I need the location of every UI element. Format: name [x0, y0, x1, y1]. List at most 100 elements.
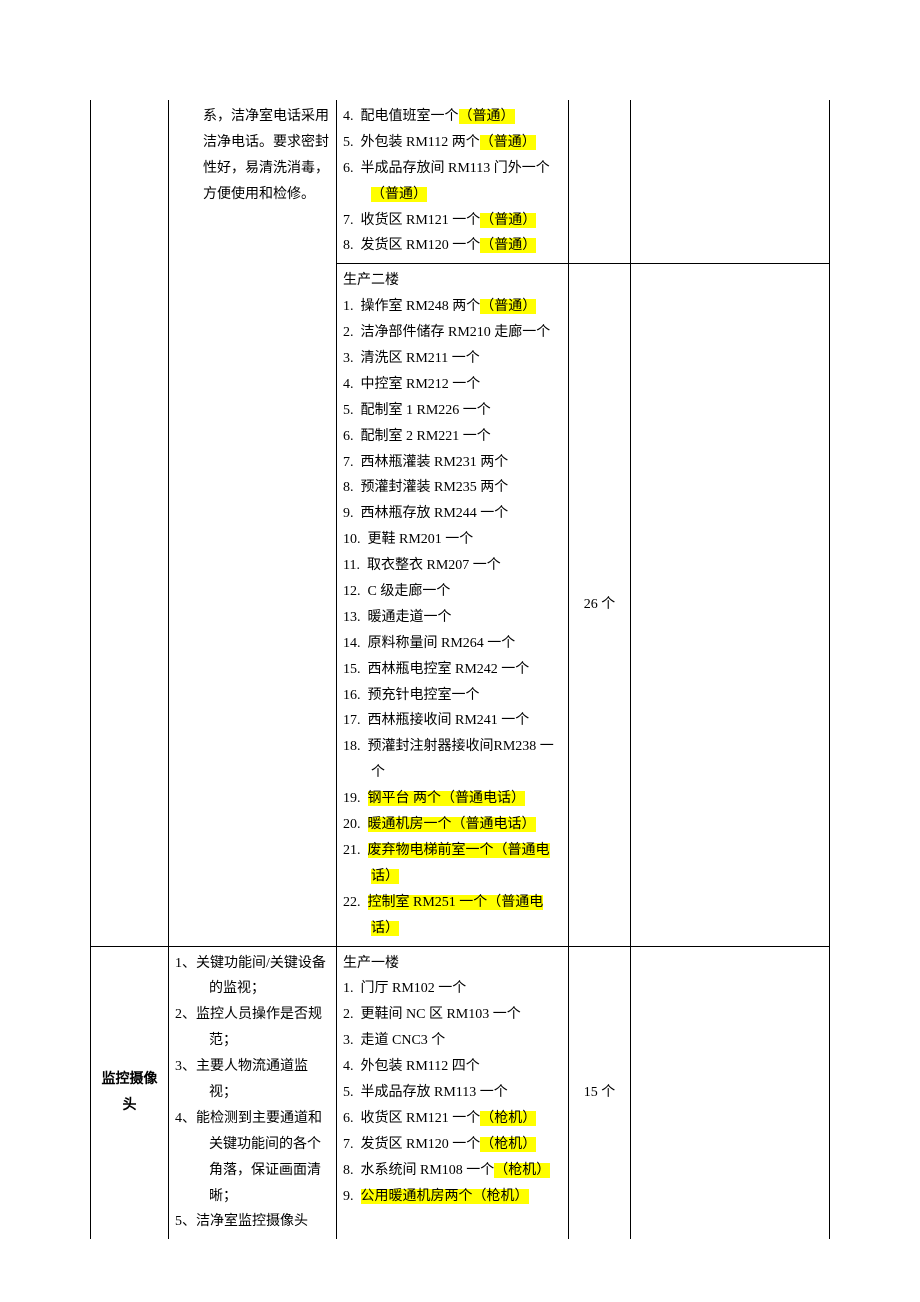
list-item: 2、监控人员操作是否规范； [175, 1002, 330, 1054]
list-item: 5. 半成品存放 RM113 一个 [343, 1080, 562, 1106]
item-text: 西林瓶存放 RM244 一个 [361, 506, 509, 521]
item-text: 清洗区 RM211 一个 [361, 351, 480, 366]
list-item: 6. 配制室 2 RM221 一个 [343, 424, 562, 450]
item-num: 19. [343, 791, 361, 806]
item-suffix-highlight: （普通） [371, 187, 427, 202]
item-num: 8. [343, 480, 354, 495]
item-num: 21. [343, 843, 361, 858]
cell-list: 4. 配电值班室一个（普通）5. 外包装 RM112 两个（普通）6. 半成品存… [337, 100, 569, 264]
list-item: 18. 预灌封注射器接收间RM238 一个 [343, 734, 562, 786]
item-text: 更鞋 RM201 一个 [368, 532, 474, 547]
list-item: 2. 洁净部件储存 RM210 走廊一个 [343, 320, 562, 346]
item-text: 更鞋间 NC 区 RM103 一个 [361, 1007, 521, 1022]
cell-category [91, 100, 169, 946]
cell-category: 监控摄像头 [91, 946, 169, 1239]
item-num: 9. [343, 506, 354, 521]
item-text: 外包装 RM112 四个 [361, 1059, 480, 1074]
item-text: 外包装 RM112 两个 [361, 135, 480, 150]
item-text: 西林瓶电控室 RM242 一个 [368, 662, 530, 677]
item-num: 1、 [175, 956, 196, 971]
item-num: 4、 [175, 1111, 196, 1126]
item-num: 10. [343, 532, 361, 547]
item-suffix-highlight: （枪机） [480, 1137, 536, 1152]
item-suffix-highlight: （枪机） [494, 1163, 550, 1178]
item-text-highlight: 控制室 RM251 一个（普通电话） [368, 895, 544, 936]
item-text: 半成品存放间 RM113 门外一个 [361, 161, 550, 176]
cell-desc: 系，洁净室电话采用洁净电话。要求密封性好，易清洗消毒，方便使用和检修。 [169, 100, 337, 946]
list-item: 1. 操作室 RM248 两个（普通） [343, 294, 562, 320]
item-num: 14. [343, 636, 361, 651]
list-item: 20. 暖通机房一个（普通电话） [343, 812, 562, 838]
list-item: 4、能检测到主要通道和关键功能间的各个角落，保证画面清晰； [175, 1106, 330, 1210]
item-text: 走道 CNC3 个 [361, 1033, 446, 1048]
spec-table: 系，洁净室电话采用洁净电话。要求密封性好，易清洗消毒，方便使用和检修。 4. 配… [90, 100, 830, 1239]
list-item: 16. 预充针电控室一个 [343, 683, 562, 709]
list-item: 22. 控制室 RM251 一个（普通电话） [343, 890, 562, 942]
item-text: 配制室 2 RM221 一个 [361, 429, 491, 444]
item-text: C 级走廊一个 [368, 584, 451, 599]
item-text: 暖通走道一个 [368, 610, 452, 625]
item-suffix-highlight: （普通） [480, 135, 536, 150]
list-item: 7. 西林瓶灌装 RM231 两个 [343, 450, 562, 476]
list-item: 3. 走道 CNC3 个 [343, 1028, 562, 1054]
item-num: 3. [343, 351, 354, 366]
item-suffix-highlight: （普通） [480, 213, 536, 228]
item-text: 西林瓶接收间 RM241 一个 [368, 713, 530, 728]
item-num: 6. [343, 1111, 354, 1126]
item-text: 监控人员操作是否规范； [196, 1007, 322, 1048]
item-num: 11. [343, 558, 360, 573]
list-item: 8. 水系统间 RM108 一个（枪机） [343, 1158, 562, 1184]
item-text: 能检测到主要通道和关键功能间的各个角落，保证画面清晰； [196, 1111, 322, 1204]
item-suffix-highlight: （普通） [480, 299, 536, 314]
list-header: 生产一楼 [343, 956, 399, 971]
item-text: 半成品存放 RM113 一个 [361, 1085, 508, 1100]
list-item: 21. 废弃物电梯前室一个（普通电话） [343, 838, 562, 890]
item-text: 发货区 RM120 一个 [361, 238, 481, 253]
item-num: 2、 [175, 1007, 196, 1022]
cell-note [631, 100, 830, 264]
item-num: 18. [343, 739, 361, 754]
item-text: 主要人物流通道监视； [196, 1059, 308, 1100]
item-num: 2. [343, 325, 354, 340]
list-item: 9. 西林瓶存放 RM244 一个 [343, 501, 562, 527]
item-text: 收货区 RM121 一个 [361, 213, 481, 228]
list-item: 3. 清洗区 RM211 一个 [343, 346, 562, 372]
item-text: 西林瓶灌装 RM231 两个 [361, 455, 509, 470]
item-text: 操作室 RM248 两个 [361, 299, 481, 314]
list-item: 11. 取衣整衣 RM207 一个 [343, 553, 562, 579]
item-num: 5. [343, 135, 354, 150]
item-text: 预充针电控室一个 [368, 688, 480, 703]
list-item: 15. 西林瓶电控室 RM242 一个 [343, 657, 562, 683]
item-text: 洁净室监控摄像头 [196, 1214, 308, 1229]
list-item: 6. 收货区 RM121 一个（枪机） [343, 1106, 562, 1132]
list-item: 14. 原料称量间 RM264 一个 [343, 631, 562, 657]
list-item: 17. 西林瓶接收间 RM241 一个 [343, 708, 562, 734]
item-num: 5. [343, 403, 354, 418]
cell-note [631, 264, 830, 946]
item-text: 配制室 1 RM226 一个 [361, 403, 491, 418]
list-item: 4. 外包装 RM112 四个 [343, 1054, 562, 1080]
cell-note [631, 946, 830, 1239]
item-suffix-highlight: （普通） [480, 238, 536, 253]
item-num: 9. [343, 1189, 354, 1204]
list-item: 9. 公用暖通机房两个（枪机） [343, 1184, 562, 1210]
list-item: 4. 中控室 RM212 一个 [343, 372, 562, 398]
item-text: 中控室 RM212 一个 [361, 377, 481, 392]
item-text-highlight: 废弃物电梯前室一个（普通电话） [368, 843, 550, 884]
item-num: 22. [343, 895, 361, 910]
list-item: 8. 预灌封灌装 RM235 两个 [343, 475, 562, 501]
list-item: 2. 更鞋间 NC 区 RM103 一个 [343, 1002, 562, 1028]
item-text: 关键功能间/关键设备的监视； [196, 956, 326, 997]
item-text-highlight: 公用暖通机房两个（枪机） [361, 1189, 529, 1204]
item-num: 12. [343, 584, 361, 599]
desc-text: 系，洁净室电话采用洁净电话。要求密封性好，易清洗消毒，方便使用和检修。 [175, 104, 330, 208]
list-item: 3、主要人物流通道监视； [175, 1054, 330, 1106]
item-num: 6. [343, 161, 354, 176]
list-item: 7. 收货区 RM121 一个（普通） [343, 208, 562, 234]
cell-count: 15 个 [569, 946, 631, 1239]
item-num: 6. [343, 429, 354, 444]
item-num: 4. [343, 109, 354, 124]
list-item: 19. 钢平台 两个（普通电话） [343, 786, 562, 812]
item-text: 预灌封注射器接收间RM238 一个 [368, 739, 554, 780]
list-item: 1、关键功能间/关键设备的监视； [175, 951, 330, 1003]
